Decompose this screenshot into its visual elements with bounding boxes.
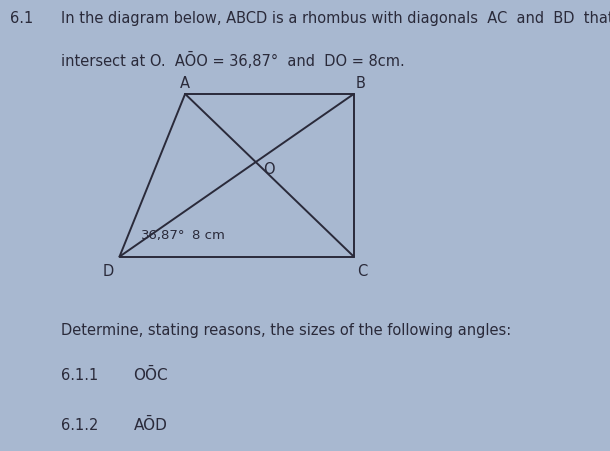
Text: O: O bbox=[263, 161, 274, 177]
Text: D: D bbox=[102, 263, 113, 278]
Text: 36,87°: 36,87° bbox=[140, 228, 185, 241]
Text: 6.1: 6.1 bbox=[10, 11, 34, 26]
Text: 8 cm: 8 cm bbox=[192, 228, 225, 241]
Text: intersect at O.  AŌO = 36,87°  and  DO = 8cm.: intersect at O. AŌO = 36,87° and DO = 8c… bbox=[61, 52, 404, 69]
Text: Determine, stating reasons, the sizes of the following angles:: Determine, stating reasons, the sizes of… bbox=[61, 322, 511, 337]
Text: A: A bbox=[180, 76, 190, 91]
Text: B: B bbox=[356, 76, 366, 91]
Text: 6.1.1: 6.1.1 bbox=[61, 368, 98, 382]
Text: C: C bbox=[357, 263, 367, 278]
Text: 6.1.2: 6.1.2 bbox=[61, 417, 98, 432]
Text: OŌC: OŌC bbox=[134, 368, 168, 382]
Text: AŌD: AŌD bbox=[134, 417, 168, 432]
Text: In the diagram below, ABCD is a rhombus with diagonals  AC  and  BD  that: In the diagram below, ABCD is a rhombus … bbox=[61, 11, 610, 26]
